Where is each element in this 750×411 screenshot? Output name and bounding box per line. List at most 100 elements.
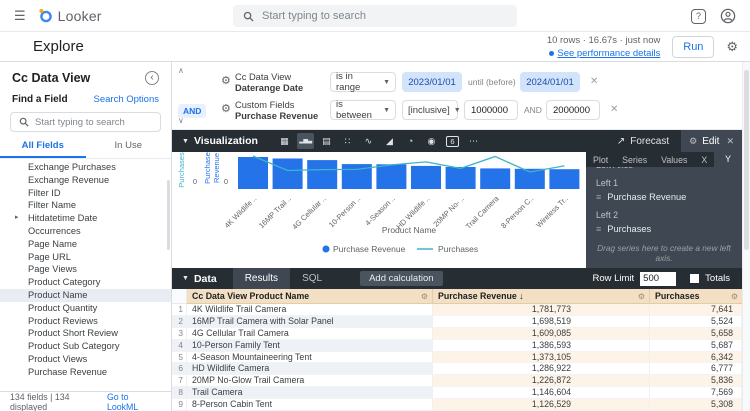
global-search-input[interactable]: Start typing to search — [233, 5, 517, 27]
field-item[interactable]: Page Views — [0, 263, 171, 276]
column-gear-icon[interactable]: ⚙ — [637, 292, 645, 301]
collapse-sidebar-icon[interactable]: ‹ — [145, 71, 159, 85]
table-chart-icon[interactable]: ▦ — [280, 136, 289, 146]
remove-filter-icon[interactable]: ✕ — [590, 76, 599, 87]
filter-max-input[interactable]: 2000000 — [546, 100, 600, 120]
table-cell-name[interactable]: 4K Wildlife Trail Camera — [187, 304, 433, 316]
explore-settings-gear-icon[interactable]: ⚙ — [726, 38, 738, 54]
account-icon[interactable] — [720, 8, 736, 24]
more-chart-types-icon[interactable]: ⋯ — [468, 136, 478, 146]
table-cell-rev[interactable]: 1,698,519 — [433, 315, 650, 328]
table-cell-name[interactable]: 4G Cellular Trail Camera — [187, 327, 433, 340]
table-cell-name[interactable]: 16MP Trail Camera with Solar Panel — [187, 315, 433, 328]
table-cell-rev[interactable]: 1,386,593 — [433, 339, 650, 352]
column-header-purchase-revenue[interactable]: Purchase Revenue ↓ ⚙ — [433, 289, 650, 304]
column-chart-icon[interactable]: ▂▅▃ — [296, 133, 314, 149]
table-cell-pur[interactable]: 5,658 — [650, 327, 742, 340]
drag-handle-icon[interactable]: ≡ — [596, 192, 602, 202]
help-icon[interactable]: ? — [691, 8, 706, 24]
run-button[interactable]: Run — [672, 35, 715, 58]
table-row[interactable]: 6 HD Wildlife Camera 1,286,922 6,777 — [172, 363, 742, 376]
field-item[interactable]: Product Category — [0, 276, 171, 289]
remove-filter-icon[interactable]: ✕ — [610, 104, 619, 115]
filter-gear-icon[interactable]: ⚙ — [221, 75, 231, 87]
table-cell-name[interactable]: 8-Person Cabin Tent — [187, 399, 433, 411]
table-row[interactable]: 9 8-Person Cabin Tent 1,126,529 5,308 — [172, 399, 742, 411]
map-chart-icon[interactable]: ◉ — [427, 136, 436, 146]
field-item[interactable]: Exchange Purchases — [0, 161, 171, 174]
axis-series-purchases[interactable]: ≡ Purchases — [596, 224, 652, 234]
field-item[interactable]: Purchase Revenue — [0, 366, 171, 376]
bar-chart-icon[interactable]: ▤ — [322, 136, 331, 146]
tab-plot[interactable]: Plot — [593, 154, 609, 165]
row-limit-input[interactable]: 500 — [640, 271, 677, 286]
filters-collapse-up-icon[interactable]: ∧ — [178, 66, 184, 75]
table-cell-pur[interactable]: 5,308 — [650, 399, 742, 411]
field-item[interactable]: Product Sub Category — [0, 340, 171, 353]
filter-operator-select[interactable]: is in range ▼ — [330, 71, 396, 93]
table-cell-name[interactable]: HD Wildlife Camera — [187, 363, 433, 376]
field-item[interactable]: Product Short Review — [0, 327, 171, 340]
table-cell-pur[interactable]: 7,641 — [650, 304, 742, 316]
table-cell-rev[interactable]: 1,226,872 — [433, 375, 650, 388]
drag-handle-icon[interactable]: ≡ — [596, 224, 602, 234]
filter-operator-select[interactable]: is between ▼ — [330, 99, 396, 121]
field-item[interactable]: Product Views — [0, 353, 171, 366]
table-cell-rev[interactable]: 1,126,529 — [433, 399, 650, 411]
close-edit-icon[interactable]: ✕ — [726, 135, 734, 146]
area-chart-icon[interactable]: ◢ — [385, 136, 393, 146]
table-cell-pur[interactable]: 5,687 — [650, 339, 742, 352]
table-cell-rev[interactable]: 1,781,773 — [433, 304, 650, 316]
table-cell-name[interactable]: Trail Camera — [187, 387, 433, 400]
table-cell-pur[interactable]: 5,524 — [650, 315, 742, 328]
field-item[interactable]: Filter ID — [0, 187, 171, 200]
axis-series-purchase-revenue[interactable]: ≡ Purchase Revenue — [596, 192, 687, 202]
tab-sql[interactable]: SQL — [302, 273, 323, 284]
tab-y[interactable]: Y — [714, 152, 742, 167]
field-item[interactable]: Product Reviews — [0, 315, 171, 328]
field-item[interactable]: Exchange Revenue — [0, 174, 171, 187]
table-row[interactable]: 7 20MP No-Glow Trail Camera 1,226,872 5,836 — [172, 375, 742, 388]
sidebar-scrollbar[interactable] — [167, 180, 170, 250]
performance-details-link[interactable]: See performance details — [557, 47, 661, 59]
add-calculation-button[interactable]: Add calculation — [360, 271, 443, 286]
column-header-purchases[interactable]: Purchases ⚙ — [650, 289, 742, 304]
data-section-toggle[interactable]: ▼ Data — [182, 272, 217, 285]
timeline-chart-icon[interactable]: ◔ — [407, 136, 414, 146]
column-header-product-name[interactable]: Cc Data View Product Name ⚙ — [187, 289, 433, 304]
table-cell-pur[interactable]: 6,777 — [650, 363, 742, 376]
table-cell-rev[interactable]: 1,373,105 — [433, 351, 650, 364]
filters-collapse-down-icon[interactable]: ∨ — [178, 116, 184, 125]
table-cell-pur[interactable]: 6,342 — [650, 351, 742, 364]
table-cell-name[interactable]: 4-Season Mountaineering Tent — [187, 351, 433, 364]
field-item[interactable]: Filter Name — [0, 199, 171, 212]
filter-bound-select[interactable]: [inclusive] ▼ — [402, 100, 461, 120]
line-chart-icon[interactable]: ∿ — [364, 136, 373, 146]
field-item[interactable]: Page Name — [0, 238, 171, 251]
totals-checkbox[interactable] — [690, 274, 700, 283]
edit-viz-button[interactable]: ⚙ Edit ✕ — [681, 130, 742, 152]
field-item[interactable]: ▸ Hitdatetime Date — [0, 212, 171, 225]
field-item[interactable]: Occurrences — [0, 225, 171, 238]
column-gear-icon[interactable]: ⚙ — [730, 292, 738, 301]
table-cell-rev[interactable]: 1,609,085 — [433, 327, 650, 340]
tab-series[interactable]: Series — [622, 154, 648, 165]
filter-date-to[interactable]: 2024/01/01 — [520, 72, 580, 92]
visualization-section-toggle[interactable]: ▼ Visualization — [182, 135, 258, 147]
go-to-lookml-link[interactable]: Go to LookML — [106, 391, 139, 411]
tab-values[interactable]: Values — [661, 154, 688, 165]
table-row[interactable]: 8 Trail Camera 1,146,604 7,569 — [172, 387, 742, 400]
menu-icon[interactable]: ☰ — [14, 7, 26, 23]
table-row[interactable]: 1 4K Wildlife Trail Camera 1,781,773 7,641 — [172, 304, 742, 316]
table-row[interactable]: 5 4-Season Mountaineering Tent 1,373,105 6,… — [172, 351, 742, 364]
window-scrollbar[interactable] — [742, 62, 750, 411]
tab-in-use[interactable]: In Use — [114, 140, 142, 151]
tab-results[interactable]: Results — [232, 268, 291, 289]
single-value-icon[interactable]: 6 — [444, 133, 461, 149]
table-cell-rev[interactable]: 1,146,604 — [433, 387, 650, 400]
table-cell-name[interactable]: 10-Person Family Tent — [187, 339, 433, 352]
table-cell-rev[interactable]: 1,286,922 — [433, 363, 650, 376]
filter-date-from[interactable]: 2023/01/01 — [402, 72, 462, 92]
tab-all-fields[interactable]: All Fields — [0, 140, 86, 158]
expand-caret-icon[interactable]: ▸ — [15, 214, 19, 222]
